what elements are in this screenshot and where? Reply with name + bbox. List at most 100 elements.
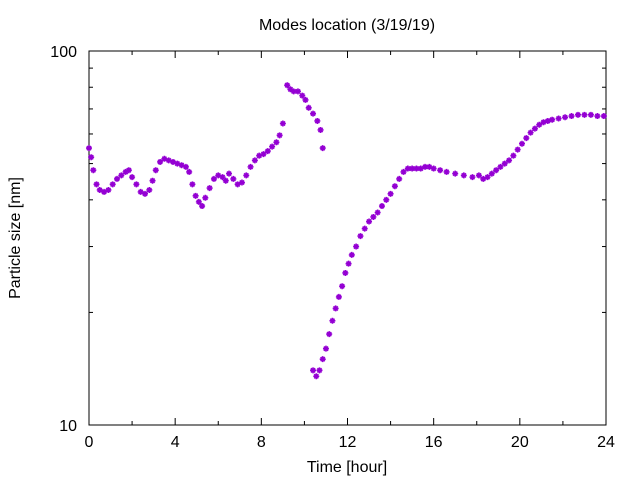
data-point [269, 143, 276, 150]
data-point [165, 157, 172, 164]
data-point [122, 168, 129, 175]
chart-title: Modes location (3/19/19) [259, 17, 435, 34]
data-point [142, 190, 149, 197]
data-point [206, 185, 213, 192]
data-point [202, 194, 209, 201]
data-point [383, 196, 390, 203]
data-point [322, 345, 329, 352]
data-point [319, 145, 326, 152]
data-point [133, 181, 140, 188]
data-point [514, 146, 521, 153]
data-point [317, 126, 324, 133]
data-point [86, 145, 92, 152]
data-point [287, 86, 294, 93]
axis-tick-labels: 0 4 8 12 16 20 24 10 100 [50, 44, 615, 451]
data-point [430, 165, 437, 172]
data-point [600, 113, 607, 120]
data-point [562, 114, 569, 121]
data-point [234, 181, 241, 188]
data-point [219, 174, 226, 181]
data-point [335, 293, 342, 300]
data-point [531, 125, 538, 132]
data-point [544, 117, 551, 124]
data-point [387, 190, 394, 197]
data-point [238, 179, 245, 186]
data-point [353, 243, 360, 250]
data-point [348, 251, 355, 258]
data-point [488, 170, 495, 177]
data-point [118, 172, 125, 179]
data-point [366, 218, 373, 225]
data-point [555, 115, 562, 122]
data-point [568, 113, 575, 120]
data-point [316, 367, 323, 374]
data-point [594, 113, 601, 120]
data-point [587, 111, 594, 118]
data-point [501, 160, 508, 167]
data-point [493, 167, 500, 174]
data-point [400, 168, 407, 175]
data-point [357, 233, 364, 240]
data-point [523, 135, 530, 142]
data-point [109, 181, 116, 188]
data-point [294, 88, 301, 95]
data-point [417, 165, 424, 172]
data-point [137, 188, 144, 195]
data-point [310, 367, 317, 374]
data-point [279, 120, 286, 127]
data-point [152, 167, 159, 174]
data-point [230, 175, 237, 182]
data-point [105, 186, 112, 193]
data-point [345, 260, 352, 267]
data-point [574, 111, 581, 118]
data-point [226, 170, 233, 177]
data-point [264, 148, 271, 155]
data-point [284, 82, 291, 89]
data-point [497, 163, 504, 170]
data-point [437, 167, 444, 174]
data-point [114, 175, 121, 182]
data-point [186, 168, 193, 175]
data-point [540, 119, 547, 126]
data-point [88, 154, 95, 161]
data-point [260, 151, 267, 158]
data-point [96, 186, 103, 193]
data-point [276, 132, 283, 139]
data-point [527, 129, 534, 136]
data-point [189, 181, 196, 188]
data-point [125, 167, 132, 174]
data-point [170, 158, 177, 165]
data-point [422, 163, 429, 170]
data-point [178, 162, 185, 169]
y-tick-label: 10 [59, 418, 77, 435]
data-point [199, 203, 206, 210]
data-point [404, 165, 411, 172]
x-axis-label: Time [hour] [307, 459, 387, 476]
data-point [299, 92, 306, 99]
data-point [374, 209, 381, 216]
y-tick-label: 100 [50, 44, 77, 61]
data-point [443, 168, 450, 175]
data-point [101, 188, 108, 195]
data-point [396, 175, 403, 182]
data-point [460, 172, 467, 179]
x-tick-label: 16 [425, 434, 443, 451]
data-point [149, 177, 156, 184]
data-point [506, 157, 513, 164]
data-point [192, 192, 199, 199]
data-point [581, 111, 588, 118]
data-point [510, 152, 517, 159]
x-tick-label: 12 [339, 434, 357, 451]
data-point [413, 165, 420, 172]
data-point [146, 186, 153, 193]
data-point [256, 152, 263, 159]
data-point [310, 110, 317, 117]
data-point [469, 174, 476, 181]
data-point [326, 331, 333, 338]
data-point [93, 181, 100, 188]
x-tick-label: 8 [257, 434, 266, 451]
x-tick-label: 24 [597, 434, 615, 451]
data-point [329, 317, 336, 324]
data-point [370, 213, 377, 220]
data-point [243, 172, 250, 179]
